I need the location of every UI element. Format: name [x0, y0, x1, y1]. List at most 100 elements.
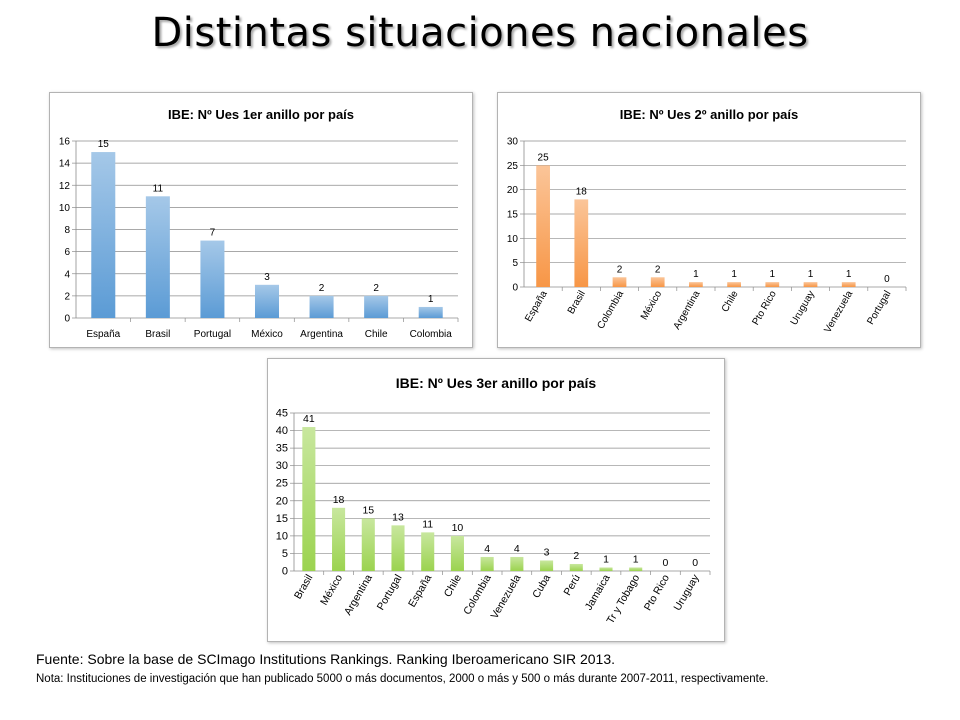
data-label: 10 [452, 522, 464, 534]
category-label: Uruguay [671, 572, 702, 613]
data-label: 2 [319, 283, 325, 294]
bar [302, 427, 316, 571]
y-tick-label: 15 [276, 513, 288, 525]
category-label: Colombia [410, 329, 453, 340]
y-tick-label: 30 [507, 137, 519, 148]
bar [540, 560, 554, 571]
data-label: 25 [538, 152, 550, 163]
footnote-source: Fuente: Sobre la base de SCImago Institu… [36, 651, 615, 667]
category-label: Cuba [530, 572, 553, 600]
category-label: Brasil [566, 289, 588, 316]
data-label: 1 [428, 294, 434, 305]
data-label: 0 [663, 557, 669, 569]
chart-title: IBE: Nº Ues 1er anillo por país [167, 107, 355, 122]
y-tick-label: 40 [276, 425, 288, 437]
category-label: Chile [365, 329, 388, 340]
data-label: 1 [603, 553, 609, 565]
bar [391, 525, 405, 571]
data-label: 2 [617, 264, 623, 275]
y-tick-label: 6 [64, 247, 70, 258]
data-label: 7 [210, 228, 216, 239]
bar [332, 507, 346, 571]
data-label: 18 [333, 494, 345, 506]
data-label: 1 [808, 269, 814, 280]
category-label: México [251, 329, 283, 340]
category-label: México [639, 289, 665, 322]
chart-second-ring: IBE: Nº Ues 2º anillo por país 0 5 10 15 20 2… [497, 92, 921, 348]
y-tick-label: 8 [64, 225, 70, 236]
category-label: Argentina [672, 289, 703, 332]
chart-plot-second-ring: 05101520253025España18Brasil2Colombia2Mé… [507, 137, 907, 335]
category-label: Argentina [300, 329, 343, 340]
data-label: 1 [770, 269, 776, 280]
footnote: Fuente: Sobre la base de SCImago Institu… [36, 650, 936, 688]
bar [574, 199, 589, 287]
bar [569, 563, 583, 571]
bar [803, 282, 818, 287]
bar [418, 306, 443, 318]
bar [200, 240, 225, 318]
data-label: 3 [264, 272, 270, 283]
chart-title: IBE: Nº Ues 2º anillo por país [619, 107, 799, 122]
bar [254, 284, 280, 318]
y-tick-label: 25 [507, 161, 519, 172]
bar [480, 556, 494, 571]
y-tick-label: 14 [59, 159, 71, 170]
data-label: 3 [544, 546, 550, 558]
category-label: México [318, 572, 345, 607]
y-tick-label: 16 [59, 137, 71, 148]
data-label: 41 [303, 413, 315, 425]
bar [421, 532, 435, 571]
bar [841, 282, 856, 287]
category-label: Jamaica [583, 572, 613, 612]
y-tick-label: 10 [276, 530, 288, 542]
y-tick-label: 15 [507, 210, 519, 221]
y-tick-label: 0 [512, 283, 518, 294]
bar [599, 567, 613, 571]
category-label: Portugal [375, 573, 405, 613]
y-tick-label: 30 [276, 460, 288, 472]
data-label: 11 [422, 518, 433, 530]
data-label: 15 [362, 504, 374, 516]
bar [727, 282, 741, 287]
category-label: Argentina [342, 572, 375, 617]
category-label: Brasil [145, 329, 170, 340]
bar [536, 165, 550, 287]
category-label: Portugal [194, 329, 231, 340]
y-tick-label: 4 [64, 269, 70, 280]
y-tick-label: 10 [59, 203, 71, 214]
data-label: 4 [514, 543, 520, 555]
y-tick-label: 45 [276, 408, 288, 420]
y-tick-label: 2 [64, 291, 70, 302]
bar [650, 277, 665, 287]
category-label: Portugal [865, 289, 893, 327]
data-label: 0 [884, 274, 890, 285]
chart-first-ring: IBE: Nº Ues 1er anillo por país 0 2 4 6 8 10 1… [49, 92, 473, 348]
y-tick-label: 25 [276, 478, 288, 490]
y-tick-label: 12 [59, 181, 71, 192]
bar [629, 567, 643, 571]
bar [91, 152, 116, 318]
data-label: 13 [392, 511, 404, 523]
data-label: 15 [98, 139, 110, 150]
y-tick-label: 5 [512, 258, 518, 269]
category-label: Pto Rico [642, 572, 672, 613]
category-label: Venezuela [489, 572, 524, 621]
chart-title: IBE: Nº Ues 3er anillo por país [395, 375, 597, 391]
data-label: 1 [731, 269, 737, 280]
category-label: Uruguay [789, 289, 817, 327]
y-tick-label: 10 [507, 234, 519, 245]
y-tick-label: 0 [282, 566, 288, 578]
data-label: 2 [655, 264, 661, 275]
bar [364, 295, 389, 318]
bar [689, 282, 703, 287]
category-label: Colombia [461, 572, 494, 617]
data-label: 1 [846, 269, 852, 280]
page-title: Distintas situaciones nacionales [151, 10, 809, 56]
category-label: Venezuela [822, 289, 855, 335]
data-label: 1 [693, 269, 699, 280]
category-label: Chile [442, 572, 464, 599]
data-label: 1 [633, 553, 639, 565]
